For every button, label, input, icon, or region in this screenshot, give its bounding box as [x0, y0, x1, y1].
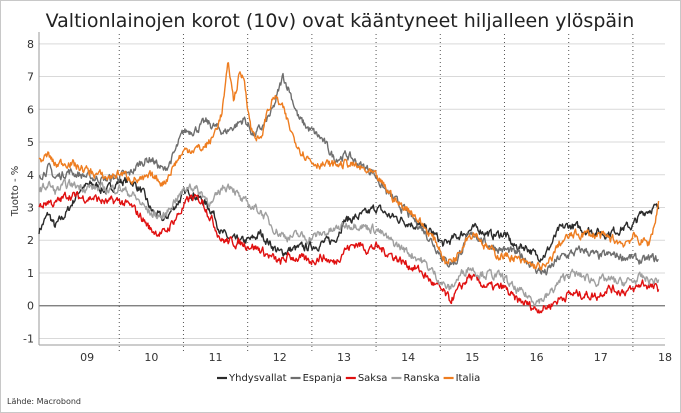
y-tick-label: -1 — [23, 332, 34, 345]
x-tick-label: 10 — [144, 351, 158, 364]
x-tick-label: 13 — [337, 351, 351, 364]
y-tick-label: 7 — [27, 71, 34, 84]
legend-item: Saksa — [345, 373, 388, 384]
x-tick-label: 18 — [658, 351, 672, 364]
legend: Yhdysvallat Espanja Saksa Ranska Italia — [217, 373, 480, 384]
x-tick-label: 17 — [594, 351, 608, 364]
y-tick-label: 4 — [27, 169, 34, 182]
legend-label: Espanja — [303, 373, 342, 384]
series-line-saksa — [38, 191, 660, 314]
source-note: Lähde: Macrobond — [7, 397, 81, 406]
y-tick-label: 1 — [27, 267, 34, 280]
series-line-italia — [38, 62, 660, 271]
x-tick-label: 14 — [401, 351, 415, 364]
chart-title: Valtionlainojen korot (10v) ovat kääntyn… — [46, 10, 635, 32]
series-line-yhdysvallat — [38, 176, 660, 263]
legend-item: Italia — [443, 373, 481, 384]
legend-label: Saksa — [358, 373, 388, 384]
x-tick-label: 09 — [80, 351, 94, 364]
legend-label: Italia — [456, 373, 481, 384]
legend-label: Ranska — [403, 373, 439, 384]
legend-item: Yhdysvallat — [217, 373, 287, 384]
y-tick-label: 8 — [27, 38, 34, 51]
x-tick-label: 12 — [273, 351, 287, 364]
legend-item: Ranska — [391, 373, 440, 384]
legend-item: Espanja — [290, 373, 342, 384]
y-tick-label: 0 — [27, 300, 34, 313]
x-tick-label: 11 — [209, 351, 223, 364]
y-tick-label: 2 — [27, 234, 34, 247]
series-line-ranska — [38, 178, 660, 307]
y-tick-label: 5 — [27, 136, 34, 149]
y-axis-label: Tuotto - % — [10, 166, 21, 217]
series-lines — [38, 62, 660, 314]
series-line-espanja — [38, 72, 659, 276]
y-tick-label: 3 — [27, 202, 34, 215]
gridlines — [39, 34, 665, 351]
y-tick-label: 6 — [27, 103, 34, 116]
x-tick-label: 15 — [465, 351, 479, 364]
x-tick-label: 16 — [530, 351, 544, 364]
legend-label: Yhdysvallat — [228, 373, 287, 384]
